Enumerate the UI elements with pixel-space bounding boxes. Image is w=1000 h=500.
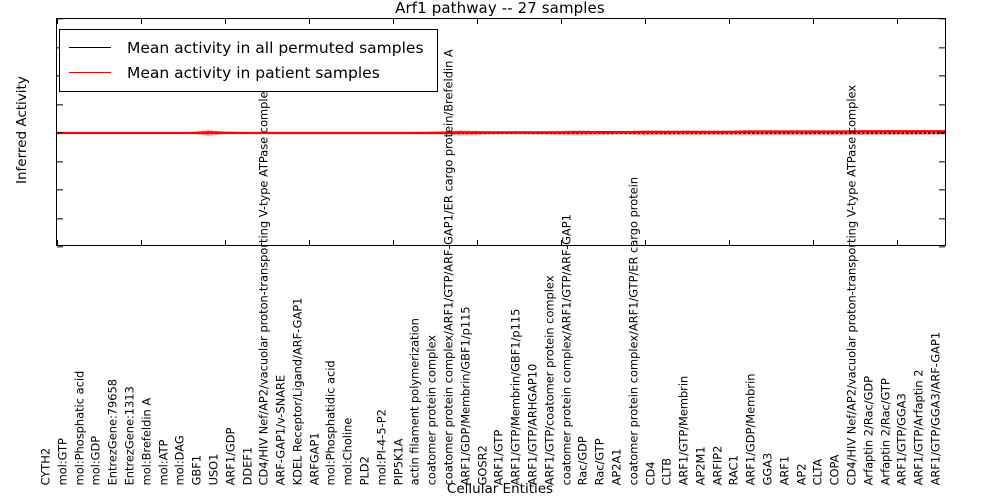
x-tick-mark bbox=[644, 240, 646, 245]
x-tick-mark bbox=[896, 240, 898, 245]
x-tick-label: ARF1/GTP/ARHGAP10 bbox=[525, 363, 540, 486]
y-tick-mark bbox=[939, 46, 945, 49]
x-tick-mark bbox=[308, 19, 310, 24]
x-tick-label: GOSR2 bbox=[475, 445, 490, 486]
x-tick-label: Rac/GDP bbox=[575, 436, 590, 486]
x-tick-label: EntrezGene:79658 bbox=[105, 378, 120, 486]
y-tick-mark bbox=[57, 246, 63, 248]
x-tick-label: ARFIP2 bbox=[710, 445, 725, 486]
legend-line-patient-icon bbox=[69, 72, 111, 73]
x-tick-label: ARF1/GTP/Membrin bbox=[676, 375, 691, 486]
x-tick-label: coatomer protein complex/ARF1/GTP/ARF-GA… bbox=[441, 49, 456, 486]
x-tick-mark bbox=[812, 240, 814, 245]
chart-title: Arf1 pathway -- 27 samples bbox=[395, 0, 605, 17]
y-tick-mark bbox=[57, 160, 63, 163]
x-tick-label: mol:Brefeldin A bbox=[139, 397, 154, 486]
x-tick-label: CD4/HIV Nef/AP2/vacuolar proton-transpor… bbox=[844, 84, 859, 486]
y-tick-mark bbox=[57, 189, 63, 191]
x-tick-label: actin filament polymerization bbox=[408, 318, 423, 486]
x-tick-mark bbox=[224, 19, 227, 24]
y-tick-mark bbox=[939, 75, 945, 77]
legend-label-permuted: Mean activity in all permuted samples bbox=[127, 38, 424, 57]
x-tick-label: Arfaptin 2/Rac/GTP bbox=[878, 378, 893, 486]
x-tick-mark bbox=[224, 240, 227, 245]
x-tick-label: ARF1/GDP/Membrin bbox=[743, 373, 758, 486]
x-tick-mark bbox=[140, 240, 143, 245]
x-tick-label: ARF1/GTP/GGA3/ARF-GAP1 bbox=[928, 331, 943, 486]
x-tick-mark bbox=[140, 19, 143, 24]
y-axis-label: Inferred Activity bbox=[14, 76, 30, 184]
x-tick-label: ARF1/GDP/Membrin/GBF1/p115 bbox=[458, 306, 473, 486]
x-tick-label: ARF1/GDP bbox=[223, 427, 238, 486]
x-tick-label: mol:GTP bbox=[55, 438, 70, 486]
y-tick-mark bbox=[939, 217, 945, 220]
x-tick-label: KDEL Receptor/Ligand/ARF-GAP1 bbox=[290, 297, 305, 486]
plot-clip bbox=[57, 19, 945, 245]
y-tick-mark bbox=[939, 160, 945, 163]
x-tick-label: coatomer protein complex/ARF1/GTP/ER car… bbox=[626, 176, 641, 486]
y-tick-mark bbox=[57, 132, 63, 134]
x-tick-mark bbox=[476, 19, 478, 24]
x-tick-label: PIP5K1A bbox=[391, 438, 406, 486]
x-tick-mark bbox=[812, 19, 814, 24]
x-tick-label: CD4/HIV Nef/AP2/vacuolar proton-transpor… bbox=[256, 84, 271, 486]
x-tick-label: ARF1/GTP/Arfaptin 2 bbox=[911, 369, 926, 486]
x-tick-label: coatomer protein complex bbox=[424, 334, 439, 486]
x-tick-mark bbox=[57, 240, 59, 245]
x-axis-label: Cellular Entities bbox=[446, 481, 554, 497]
y-tick-mark bbox=[57, 217, 63, 220]
x-tick-label: Arfaptin 2/Rac/GDP bbox=[861, 375, 876, 486]
series-line bbox=[57, 130, 945, 135]
chart-legend: Mean activity in all permuted samples Me… bbox=[59, 29, 438, 92]
plot-area bbox=[56, 18, 946, 248]
x-tick-mark bbox=[644, 19, 646, 24]
x-tick-mark bbox=[308, 240, 310, 245]
legend-item: Mean activity in all permuted samples bbox=[69, 35, 424, 60]
x-tick-label: mol:Phosphatic acid bbox=[72, 370, 87, 486]
x-tick-mark bbox=[392, 19, 394, 24]
x-tick-label: ARF1/GTP/GGA3 bbox=[895, 393, 909, 486]
x-tick-label: ARF1/GTP bbox=[491, 429, 506, 486]
x-tick-mark bbox=[896, 19, 898, 24]
x-tick-label: mol:DAG bbox=[172, 435, 187, 486]
x-tick-label: ARF1/GTP/coatomer protein complex bbox=[542, 275, 557, 486]
legend-label-patient: Mean activity in patient samples bbox=[127, 63, 380, 82]
legend-item: Mean activity in patient samples bbox=[69, 60, 424, 85]
y-tick-mark bbox=[57, 103, 63, 106]
y-tick-mark bbox=[939, 246, 945, 248]
y-tick-mark bbox=[939, 103, 945, 106]
legend-line-permuted-icon bbox=[69, 47, 111, 48]
x-tick-label: mol:Choline bbox=[340, 417, 355, 486]
x-tick-mark bbox=[392, 240, 394, 245]
x-tick-label: AP2M1 bbox=[693, 446, 708, 486]
x-tick-label: AP2A1 bbox=[609, 448, 624, 486]
x-tick-label: mol:Phosphatidic acid bbox=[324, 360, 339, 486]
x-tick-mark bbox=[57, 19, 59, 24]
x-tick-label: mol:ATP bbox=[156, 439, 171, 486]
x-tick-label: CYTH2 bbox=[38, 447, 53, 486]
x-tick-mark bbox=[476, 240, 478, 245]
x-tick-mark bbox=[560, 240, 562, 245]
y-tick-mark bbox=[939, 189, 945, 191]
data-series-svg bbox=[57, 129, 945, 137]
x-tick-label: ARF-GAP1/v-SNARE bbox=[273, 374, 288, 486]
x-tick-label: ARF1/GTP/Membrin/GBF1/p115 bbox=[508, 308, 523, 486]
x-tick-label: coatomer protein complex/ARF1/GTP/ARF-GA… bbox=[559, 214, 574, 486]
x-tick-mark bbox=[728, 240, 730, 245]
y-tick-mark bbox=[939, 132, 945, 134]
x-tick-label: mol:PI-4-5-P2 bbox=[374, 409, 389, 486]
x-tick-label: ARFGAP1 bbox=[307, 432, 322, 486]
x-tick-label: mol:GDP bbox=[88, 435, 103, 486]
x-tick-label: EntrezGene:1313 bbox=[122, 386, 137, 486]
x-tick-label: Rac/GTP bbox=[592, 438, 607, 486]
y-tick-mark bbox=[57, 18, 63, 20]
y-tick-mark bbox=[939, 18, 945, 20]
x-tick-mark bbox=[560, 19, 562, 24]
x-tick-mark bbox=[728, 19, 730, 24]
x-tick-label: DDEF1 bbox=[240, 446, 255, 486]
